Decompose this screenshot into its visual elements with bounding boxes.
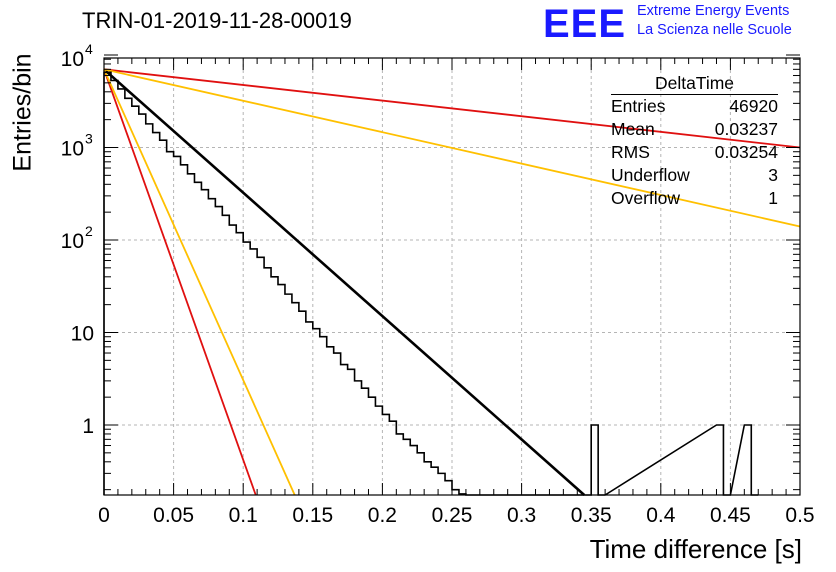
stats-row-mean: Mean 0.03237 xyxy=(611,118,778,141)
y-tick-label: 10 xyxy=(61,48,84,71)
y-tick-label: 10 xyxy=(61,138,84,161)
stats-title: DeltaTime xyxy=(611,72,778,95)
fit-line-red-fast xyxy=(103,69,257,496)
x-tick-label: 0.25 xyxy=(432,504,473,527)
x-tick-label: 0.35 xyxy=(571,504,612,527)
y-tick-label-exponent: 2 xyxy=(85,223,93,239)
x-tick-label: 0.3 xyxy=(507,504,536,527)
fit-line-orange-fast xyxy=(103,68,296,496)
stats-row-rms: RMS 0.03254 xyxy=(611,141,778,164)
x-tick-label: 0.15 xyxy=(292,504,333,527)
stats-value: 1 xyxy=(768,188,778,208)
stats-box: DeltaTime Entries 46920 Mean 0.03237 RMS… xyxy=(611,72,778,210)
y-axis-label: Entries/bin xyxy=(8,53,37,172)
stats-value: 46920 xyxy=(729,96,778,116)
x-tick-label: 0.2 xyxy=(368,504,397,527)
chart-title: TRIN-01-2019-11-28-00019 xyxy=(82,8,352,33)
fit-line-fit xyxy=(103,68,586,496)
x-tick-label: 0 xyxy=(98,504,110,527)
stats-label: Entries xyxy=(611,96,666,116)
y-tick-label: 10 xyxy=(61,230,84,253)
stats-label: Mean xyxy=(611,119,655,139)
y-tick-label: 10 xyxy=(71,323,94,346)
logo-line-1: Extreme Energy Events xyxy=(637,3,790,19)
x-axis-label: Time difference [s] xyxy=(589,534,802,564)
x-tick-label: 0.5 xyxy=(785,504,814,527)
stats-value: 0.03237 xyxy=(714,119,778,139)
x-tick-labels: 0 0.05 0.1 0.15 0.2 0.25 0.3 0.35 0.4 0.45 0.5 xyxy=(98,504,814,527)
eee-logo-mark: EEE xyxy=(543,2,627,46)
axis-ticks xyxy=(103,54,801,495)
logo-line-2: La Scienza nelle Scuole xyxy=(637,22,792,38)
fit-lines xyxy=(103,68,801,496)
x-tick-label: 0.1 xyxy=(229,504,258,527)
stats-row-entries: Entries 46920 xyxy=(611,95,778,118)
stats-row-overflow: Overflow 1 xyxy=(611,187,778,210)
stats-label: Overflow xyxy=(611,188,681,208)
stats-row-underflow: Underflow 3 xyxy=(611,164,778,187)
x-tick-label: 0.4 xyxy=(646,504,676,527)
stats-value: 3 xyxy=(768,165,778,185)
y-tick-label-exponent: 4 xyxy=(85,41,93,57)
stats-label: Underflow xyxy=(611,165,690,185)
stats-label: RMS xyxy=(611,142,650,162)
x-tick-label: 0.45 xyxy=(710,504,751,527)
fit-line-orange-slow xyxy=(103,68,801,228)
x-tick-label: 0.05 xyxy=(153,504,194,527)
y-tick-label: 1 xyxy=(82,415,94,438)
y-tick-label-exponent: 3 xyxy=(85,131,93,147)
stats-value: 0.03254 xyxy=(714,142,778,162)
fit-line-red-slow xyxy=(103,68,801,149)
